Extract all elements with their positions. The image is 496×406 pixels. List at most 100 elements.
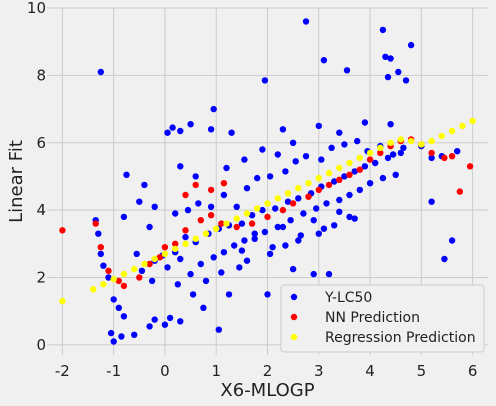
point-y-lc50 [266,173,274,180]
point-regression-prediction [120,270,128,278]
point-y-lc50 [402,77,410,84]
point-y-lc50 [243,257,251,264]
point-regression-prediction [151,255,158,263]
point-regression-prediction [336,164,343,172]
point-regression-prediction [192,235,199,242]
point-y-lc50 [384,154,392,162]
point-regression-prediction [407,137,415,145]
point-y-lc50 [231,242,238,249]
point-nn-prediction [289,200,297,207]
point-y-lc50 [243,185,251,192]
point-y-lc50 [261,228,269,236]
point-nn-prediction [59,227,66,234]
point-y-lc50 [395,68,402,76]
point-nn-prediction [156,254,163,261]
point-regression-prediction [274,195,281,202]
point-y-lc50 [197,260,204,268]
point-y-lc50 [164,129,171,136]
point-y-lc50 [289,139,297,146]
point-y-lc50 [238,220,246,227]
grid [47,7,488,355]
point-y-lc50 [95,230,102,237]
point-y-lc50 [336,208,343,215]
point-y-lc50 [343,67,351,74]
point-y-lc50 [228,129,235,136]
point-nn-prediction [192,181,199,189]
point-y-lc50 [189,291,197,298]
point-regression-prediction [325,169,333,177]
point-y-lc50 [141,181,148,189]
point-y-lc50 [220,191,228,199]
point-y-lc50 [272,205,279,212]
point-y-lc50 [236,264,243,271]
point-y-lc50 [387,121,394,128]
point-y-lc50 [384,73,392,81]
point-nn-prediction [218,220,225,227]
point-y-lc50 [397,149,404,157]
point-y-lc50 [295,237,302,244]
point-y-lc50 [356,186,363,194]
point-nn-prediction [248,220,256,227]
point-regression-prediction [284,190,292,197]
point-nn-prediction [115,277,123,285]
point-y-lc50 [192,173,199,180]
legend-label-nn-prediction: NN Prediction [325,310,420,326]
y-tick-label: 4 [36,201,46,219]
point-y-lc50 [282,242,289,249]
point-y-lc50 [313,205,320,212]
point-y-lc50 [361,163,369,170]
point-y-lc50 [292,158,299,165]
point-y-lc50 [118,333,125,340]
point-y-lc50 [428,198,435,205]
point-y-lc50 [407,41,415,49]
point-y-lc50 [136,198,143,205]
point-y-lc50 [184,206,192,214]
point-y-lc50 [379,26,387,34]
point-regression-prediction [110,276,117,283]
point-nn-prediction [197,217,204,224]
point-nn-prediction [172,240,179,247]
point-nn-prediction [146,260,153,268]
point-y-lc50 [177,318,184,325]
point-y-lc50 [325,270,333,278]
point-nn-prediction [356,166,363,173]
point-nn-prediction [279,206,287,214]
data-points [59,18,476,345]
point-regression-prediction [161,250,169,258]
point-y-lc50 [100,262,107,269]
point-y-lc50 [177,163,184,170]
point-y-lc50 [200,304,207,311]
x-tick-label: 6 [468,362,478,380]
point-y-lc50 [279,223,287,231]
point-y-lc50 [254,174,261,182]
point-nn-prediction [105,267,112,274]
point-y-lc50 [202,277,210,285]
point-nn-prediction [182,191,189,199]
point-y-lc50 [164,264,171,271]
point-regression-prediction [254,205,261,212]
point-y-lc50 [300,210,307,217]
x-axis-title: X6-MLOGP [220,380,314,401]
point-regression-prediction [418,141,425,148]
point-y-lc50 [146,323,153,330]
x-tick-label: 5 [417,362,427,380]
point-y-lc50 [210,105,217,113]
legend: Y-LC50 NN Prediction Regression Predicti… [280,284,485,353]
x-tick-label: 2 [263,362,273,380]
point-y-lc50 [441,255,448,263]
point-y-lc50 [238,247,246,254]
point-y-lc50 [295,195,302,202]
point-y-lc50 [120,313,128,320]
point-regression-prediction [202,230,210,237]
point-y-lc50 [110,296,117,303]
point-y-lc50 [120,213,128,221]
point-regression-prediction [295,185,302,192]
point-y-lc50 [241,237,248,244]
point-regression-prediction [243,210,251,217]
legend-marker-y-lc50 [290,293,298,301]
point-y-lc50 [148,277,156,285]
point-y-lc50 [169,124,176,131]
point-y-lc50 [97,250,105,258]
point-y-lc50 [146,223,153,231]
point-nn-prediction [97,244,105,251]
